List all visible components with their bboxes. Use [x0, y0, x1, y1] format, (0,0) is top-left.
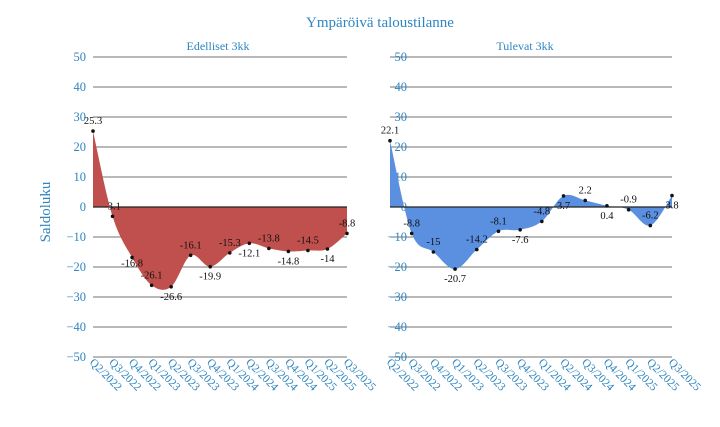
data-point — [169, 285, 173, 289]
data-point — [453, 267, 457, 271]
data-label: -14.8 — [277, 256, 299, 267]
data-label: 3.8 — [665, 201, 678, 212]
panel-title: Tulevat 3kk — [496, 39, 553, 53]
data-point — [626, 207, 631, 212]
data-point — [583, 198, 588, 203]
data-label: -0.9 — [620, 195, 637, 206]
data-point — [149, 283, 154, 288]
data-label: -12.1 — [238, 248, 260, 259]
y-tick-label: 50 — [395, 50, 408, 64]
panel-tulevat: Tulevat 3kk−50−40−30−20−100102030405022.… — [381, 39, 703, 394]
y-tick-label: −50 — [387, 350, 407, 364]
panel-edelliset: Edelliset 3kk −50 −40 −30 −20 −10 0 10 20 30 40 50 2… — [66, 39, 378, 394]
data-label: -4.8 — [534, 206, 551, 217]
series-area — [390, 140, 672, 270]
data-label: -8.8 — [339, 218, 356, 229]
y-tick-label: −30 — [66, 290, 86, 304]
chart-title: Ympäröivä taloustilanne — [306, 15, 454, 31]
data-label: -14 — [320, 254, 335, 265]
data-point — [208, 264, 213, 269]
y-tick-label: −20 — [387, 260, 407, 274]
data-label: 25.3 — [84, 116, 102, 127]
y-tick-label: 30 — [74, 110, 87, 124]
data-point — [431, 250, 436, 254]
data-label: -15.3 — [219, 238, 241, 249]
y-tick-label: 30 — [395, 110, 408, 124]
data-point — [670, 193, 674, 198]
data-label: -14.2 — [466, 235, 488, 246]
data-label: 3.7 — [557, 201, 570, 212]
data-label: -16.8 — [121, 258, 143, 269]
data-label: -20.7 — [444, 274, 466, 285]
y-tick-label: 20 — [74, 140, 87, 154]
data-point — [474, 247, 479, 252]
data-label: -16.1 — [180, 240, 202, 251]
data-point — [91, 129, 95, 133]
data-label: -8.8 — [403, 218, 420, 229]
y-tick-label: 20 — [395, 140, 408, 154]
data-point — [345, 231, 349, 236]
y-tick-label: −30 — [387, 290, 407, 304]
y-tick-label: −40 — [387, 320, 407, 334]
data-point — [518, 228, 522, 232]
data-label: -6.2 — [642, 211, 659, 222]
data-point — [388, 138, 392, 143]
y-tick-label: −20 — [66, 260, 86, 274]
y-tick-label: 40 — [395, 80, 408, 94]
y-tick-label: −10 — [387, 230, 407, 244]
data-point — [110, 214, 115, 219]
data-label: -8.1 — [490, 216, 507, 227]
data-point — [648, 223, 653, 228]
y-tick-label: −10 — [66, 230, 86, 244]
data-point — [227, 251, 232, 255]
data-point — [540, 219, 544, 224]
y-tick-label: 40 — [74, 80, 87, 94]
data-label: -13.8 — [258, 233, 280, 244]
y-axis-label: Saldoluku — [38, 181, 54, 242]
data-label: 2.2 — [579, 185, 592, 196]
data-point — [306, 248, 310, 253]
data-point — [286, 249, 291, 254]
data-label: -7.6 — [512, 235, 529, 246]
data-point — [325, 247, 330, 251]
data-label: -19.9 — [199, 272, 221, 283]
series-area — [93, 131, 347, 290]
y-tick-label: −40 — [66, 320, 86, 334]
data-label: -26.1 — [141, 270, 163, 281]
y-tick-label: −50 — [66, 350, 86, 364]
data-point — [561, 194, 566, 198]
data-point — [130, 255, 134, 260]
data-label: 22.1 — [381, 126, 399, 137]
data-point — [496, 229, 501, 234]
data-label: -14.5 — [297, 236, 319, 247]
data-label: -26.6 — [160, 292, 182, 303]
data-label: 0.4 — [600, 211, 614, 222]
data-point — [267, 246, 271, 251]
panel-title: Edelliset 3kk — [187, 39, 250, 53]
y-tick-label: 10 — [74, 170, 87, 184]
data-point — [605, 204, 609, 208]
data-point — [188, 253, 193, 258]
data-point — [409, 231, 414, 236]
data-point — [247, 241, 252, 246]
y-tick-label: 50 — [74, 50, 87, 64]
y-tick-label: 0 — [80, 200, 86, 214]
data-label: -15 — [426, 237, 440, 248]
data-label: -3.1 — [104, 201, 121, 212]
